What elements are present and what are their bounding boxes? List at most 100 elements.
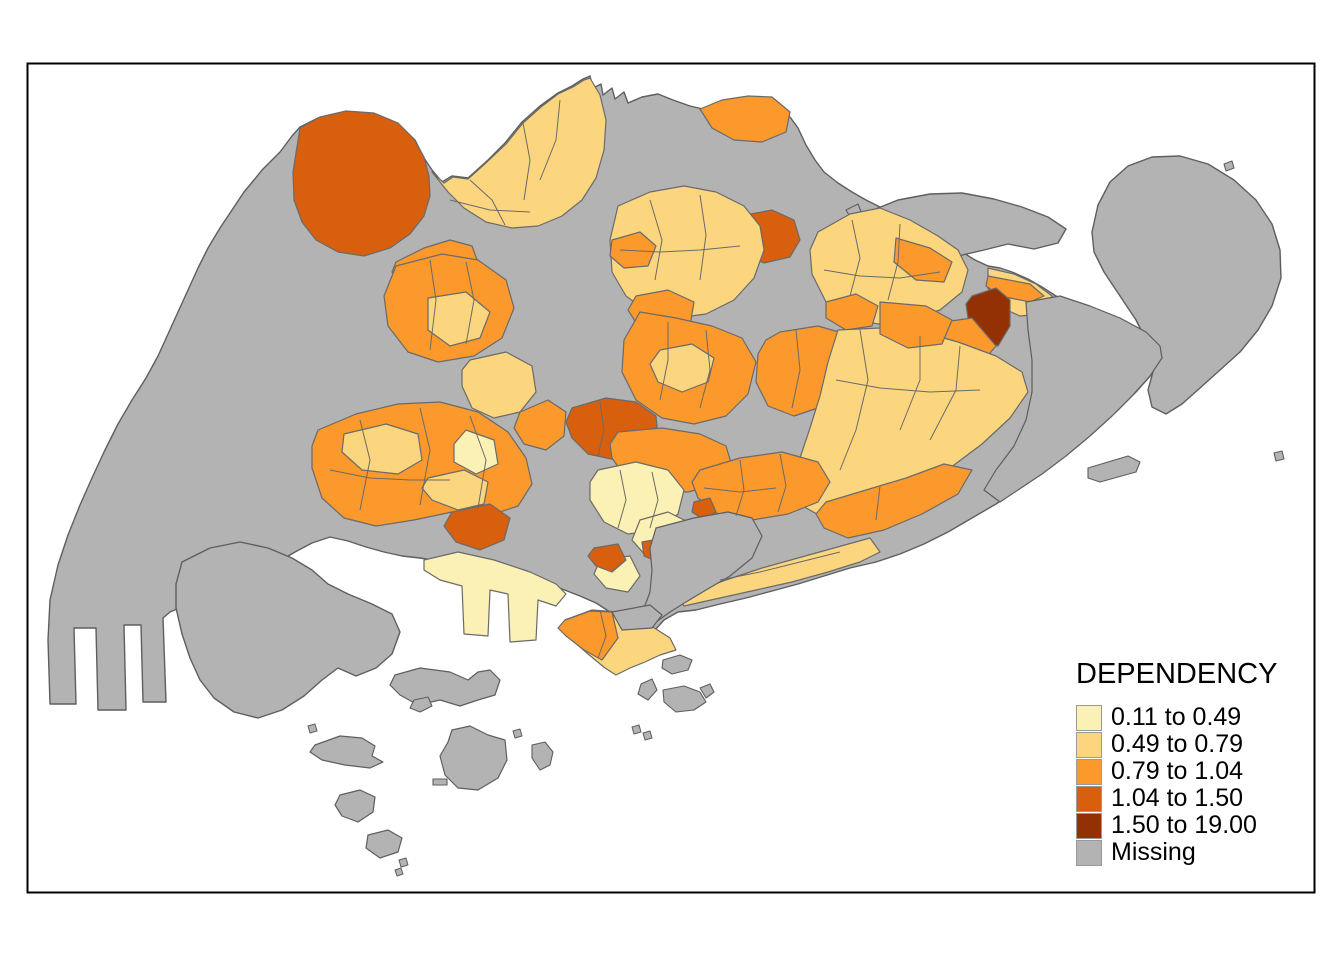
region-city-dark-1 — [587, 543, 627, 573]
legend-swatch-icon — [1076, 704, 1102, 731]
legend-label: 1.04 to 1.50 — [1111, 784, 1244, 812]
region-south-bottom — [365, 829, 403, 859]
region-cck-yellow — [427, 291, 491, 347]
legend-row: 1.04 to 1.50 — [1076, 785, 1306, 812]
region-dot-5 — [398, 857, 409, 868]
region-kusu-cluster — [662, 685, 707, 713]
subzone-border-line — [791, 329, 801, 409]
subzone-border-line — [449, 199, 531, 213]
region-dot-3 — [307, 723, 318, 734]
subzone-border-line — [617, 469, 627, 529]
region-jurong-island — [175, 541, 401, 719]
subzone-border-line — [469, 179, 506, 226]
region-yishun — [609, 185, 765, 319]
legend-swatch-icon — [1076, 812, 1102, 839]
map-legend: DEPENDENCY 0.11 to 0.49 0.49 to 0.79 0.7… — [1076, 658, 1306, 866]
region-tekong-islet — [1223, 160, 1235, 172]
legend-swatch-icon — [1076, 731, 1102, 758]
region-holland-pale — [453, 429, 499, 475]
legend-label: 0.11 to 0.49 — [1111, 703, 1242, 731]
map-regions-layer — [47, 75, 1285, 877]
subzone-border-line — [839, 329, 869, 471]
subzone-border-line — [649, 471, 659, 529]
region-lim-chu-kang — [292, 110, 431, 257]
region-south-bar — [432, 778, 448, 786]
region-geylang-kallang — [691, 451, 831, 521]
subzone-border-line — [849, 219, 861, 297]
subzone-border-line — [719, 551, 841, 581]
region-dot-4 — [512, 728, 523, 739]
subzone-border-line — [735, 459, 745, 517]
region-se-islet-dot — [1273, 450, 1285, 462]
region-yishun-west-orange — [609, 231, 657, 269]
region-south-island-big — [439, 725, 508, 791]
legend-title: DEPENDENCY — [1076, 658, 1278, 690]
region-south-lower-left — [334, 789, 376, 823]
region-sembawang-coast — [699, 95, 791, 143]
legend-label: 1.50 to 19.00 — [1111, 811, 1257, 839]
region-bishan-yellow — [649, 343, 715, 393]
region-changi-grey — [983, 295, 1163, 503]
subzone-border-line — [619, 245, 741, 253]
subzone-border-line — [875, 485, 881, 521]
region-punggol-sengkang — [809, 207, 969, 325]
legend-label: 0.49 to 0.79 — [1111, 730, 1244, 758]
subzone-border-line — [419, 407, 431, 506]
region-bukit-panjang — [461, 351, 537, 419]
region-changi-pier — [1087, 455, 1141, 483]
subzone-border-line — [539, 99, 561, 181]
region-kusu-small — [699, 683, 715, 699]
region-clementi-yellow — [341, 423, 423, 475]
region-st-john — [661, 654, 693, 675]
subzone-border-line — [465, 261, 475, 345]
legend-row: 0.11 to 0.49 — [1076, 704, 1306, 731]
subzone-border-line — [823, 269, 941, 279]
subzone-border-line — [649, 199, 663, 281]
subzone-borders-layer — [329, 99, 981, 659]
subzone-border-line — [929, 345, 961, 441]
subzone-border-line — [522, 122, 531, 201]
legend-row: 0.49 to 0.79 — [1076, 731, 1306, 758]
legend-swatch-icon — [1076, 758, 1102, 785]
legend-row: 0.79 to 1.04 — [1076, 758, 1306, 785]
legend-label: 0.79 to 1.04 — [1111, 757, 1244, 785]
region-dot-6 — [394, 867, 404, 877]
subzone-border-line — [329, 469, 450, 481]
subzone-border-line — [699, 329, 711, 409]
legend-swatch-icon — [1076, 839, 1102, 866]
region-upper-bukit-timah — [513, 399, 567, 451]
region-pasir-panjang-dark — [443, 503, 511, 551]
region-semakau — [309, 735, 384, 769]
subzone-border-line — [835, 379, 981, 393]
region-bedok-south-orange — [815, 463, 973, 539]
region-sengkang-orange — [825, 293, 879, 331]
legend-swatch-icon — [1076, 785, 1102, 812]
region-marina-grey — [633, 511, 763, 631]
subzone-border-line — [777, 453, 787, 513]
region-brani-grey — [611, 604, 663, 631]
legend-row: 1.50 to 19.00 — [1076, 812, 1306, 839]
subzone-border-line — [597, 401, 605, 457]
subzone-border-line — [703, 487, 777, 493]
region-punggol-orange — [893, 237, 953, 283]
region-south-elong — [531, 741, 554, 771]
legend-label: Missing — [1111, 838, 1196, 866]
region-woodlands — [431, 77, 607, 229]
legend-row: Missing — [1076, 839, 1306, 866]
subzone-border-line — [359, 419, 371, 511]
subzone-border-line — [469, 415, 487, 509]
region-harbour-piers — [423, 551, 567, 643]
region-dot-1 — [631, 724, 642, 735]
region-bukom-islet — [409, 696, 433, 713]
subzone-border-line — [659, 322, 669, 401]
subzone-border-line — [699, 194, 707, 281]
subzone-border-line — [887, 223, 901, 301]
subzone-border-line — [597, 609, 607, 659]
subzone-border-line — [429, 259, 437, 351]
region-tampines-north-orange — [879, 301, 953, 349]
region-lazarus — [637, 678, 658, 701]
region-bukom — [389, 667, 501, 707]
region-dot-2 — [642, 730, 653, 741]
